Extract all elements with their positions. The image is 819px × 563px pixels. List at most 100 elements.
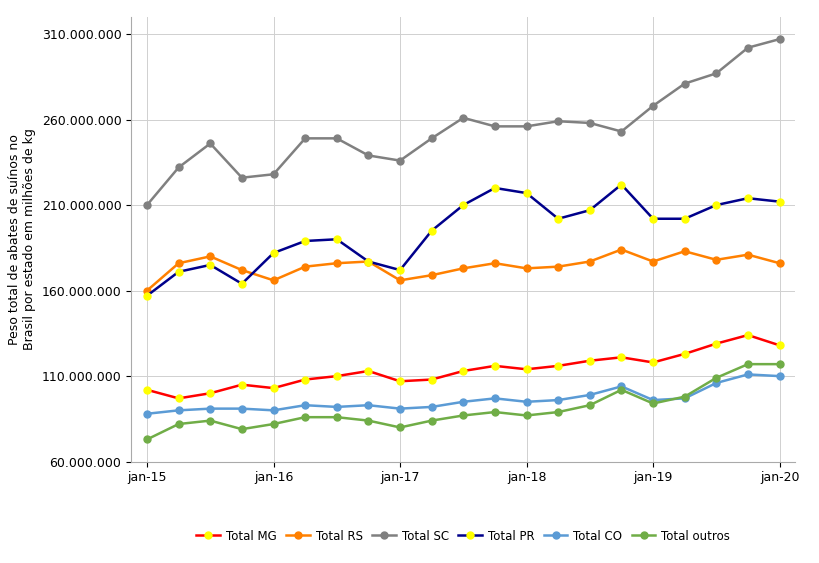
Total PR	[679, 216, 689, 222]
Total MG	[679, 351, 689, 358]
Total outros	[426, 417, 436, 424]
Total PR	[742, 195, 752, 202]
Total outros	[205, 417, 215, 424]
Total PR	[205, 262, 215, 269]
Total outros	[711, 374, 721, 381]
Total outros	[774, 361, 784, 368]
Total PR	[363, 258, 373, 265]
Total RS	[521, 265, 531, 272]
Total SC	[711, 70, 721, 77]
Line: Total RS: Total RS	[143, 246, 782, 294]
Total outros	[679, 394, 689, 400]
Total SC	[363, 152, 373, 159]
Total RS	[300, 263, 310, 270]
Total MG	[426, 376, 436, 383]
Total outros	[237, 426, 247, 432]
Total PR	[774, 198, 784, 205]
Line: Total SC: Total SC	[143, 35, 782, 208]
Total PR	[616, 181, 626, 188]
Total RS	[647, 258, 657, 265]
Total outros	[269, 421, 278, 427]
Total SC	[395, 157, 405, 164]
Total SC	[300, 135, 310, 142]
Total MG	[711, 340, 721, 347]
Total MG	[616, 354, 626, 361]
Total PR	[711, 202, 721, 208]
Total RS	[711, 256, 721, 263]
Total RS	[616, 246, 626, 253]
Total MG	[142, 386, 152, 393]
Total SC	[205, 140, 215, 147]
Total PR	[237, 280, 247, 287]
Total RS	[426, 272, 436, 279]
Total MG	[363, 368, 373, 374]
Total SC	[142, 202, 152, 208]
Total CO	[521, 399, 531, 405]
Total outros	[395, 424, 405, 431]
Total CO	[458, 399, 468, 405]
Total SC	[742, 44, 752, 51]
Total outros	[647, 400, 657, 407]
Total MG	[174, 395, 183, 402]
Total PR	[553, 216, 563, 222]
Total RS	[490, 260, 500, 267]
Total RS	[332, 260, 342, 267]
Total outros	[616, 386, 626, 393]
Total SC	[774, 35, 784, 42]
Total MG	[395, 378, 405, 385]
Total MG	[332, 373, 342, 379]
Total SC	[174, 164, 183, 171]
Total PR	[269, 249, 278, 256]
Total RS	[679, 248, 689, 254]
Total RS	[205, 253, 215, 260]
Total CO	[237, 405, 247, 412]
Total MG	[553, 363, 563, 369]
Total PR	[174, 269, 183, 275]
Total SC	[490, 123, 500, 129]
Total outros	[363, 417, 373, 424]
Total outros	[458, 412, 468, 419]
Total RS	[142, 287, 152, 294]
Total CO	[711, 379, 721, 386]
Total SC	[237, 175, 247, 181]
Total SC	[584, 119, 594, 126]
Total PR	[332, 236, 342, 243]
Total outros	[332, 414, 342, 421]
Total SC	[426, 135, 436, 142]
Total RS	[237, 267, 247, 274]
Total MG	[742, 332, 752, 338]
Total SC	[521, 123, 531, 129]
Total RS	[742, 251, 752, 258]
Total CO	[616, 383, 626, 390]
Line: Total CO: Total CO	[143, 371, 782, 417]
Total SC	[679, 80, 689, 87]
Legend: Total MG, Total RS, Total SC, Total PR, Total CO, Total outros: Total MG, Total RS, Total SC, Total PR, …	[192, 525, 734, 548]
Total RS	[269, 277, 278, 284]
Total PR	[490, 185, 500, 191]
Total outros	[584, 402, 594, 409]
Total SC	[332, 135, 342, 142]
Total MG	[774, 342, 784, 348]
Total PR	[458, 202, 468, 208]
Total SC	[553, 118, 563, 124]
Total MG	[647, 359, 657, 366]
Total outros	[142, 436, 152, 443]
Total PR	[426, 227, 436, 234]
Total CO	[363, 402, 373, 409]
Total outros	[553, 409, 563, 415]
Total RS	[363, 258, 373, 265]
Total CO	[332, 404, 342, 410]
Line: Total PR: Total PR	[143, 181, 782, 299]
Total CO	[553, 397, 563, 404]
Total MG	[584, 358, 594, 364]
Total CO	[647, 397, 657, 404]
Total SC	[616, 128, 626, 135]
Total outros	[521, 412, 531, 419]
Total SC	[269, 171, 278, 178]
Line: Total outros: Total outros	[143, 361, 782, 443]
Total outros	[742, 361, 752, 368]
Total outros	[490, 409, 500, 415]
Total CO	[142, 410, 152, 417]
Total CO	[395, 405, 405, 412]
Total CO	[300, 402, 310, 409]
